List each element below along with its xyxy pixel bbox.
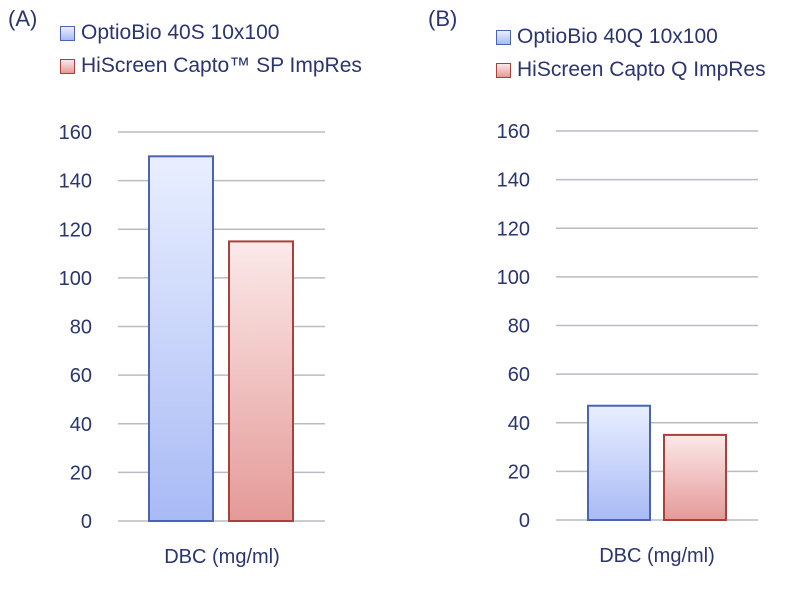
y-tick-label: 60 bbox=[508, 364, 530, 386]
x-axis-label: DBC (mg/ml) bbox=[164, 546, 280, 568]
legend-item: HiScreen Capto Q ImpRes bbox=[496, 55, 766, 85]
y-tick-label: 40 bbox=[70, 414, 92, 436]
legend-item: OptioBio 40Q 10x100 bbox=[496, 22, 766, 52]
chart-panel-a: (A) OptioBio 40S 10x100 HiScreen Capto™ … bbox=[0, 0, 400, 595]
legend-swatch-blue bbox=[496, 29, 511, 45]
chart-plot-a: 0 20 40 60 80 100 120 140 160 DBC (mg/ml) bbox=[59, 122, 325, 568]
chart-panel-b: (B) OptioBio 40Q 10x100 HiScreen Capto Q… bbox=[420, 0, 811, 595]
panel-label: (B) bbox=[428, 6, 458, 31]
legend-item: OptioBio 40S 10x100 bbox=[60, 18, 362, 48]
bar bbox=[587, 404, 651, 522]
legend: OptioBio 40S 10x100 HiScreen Capto™ SP I… bbox=[60, 18, 362, 84]
y-tick-label: 40 bbox=[508, 413, 530, 435]
y-tick-label: 120 bbox=[497, 218, 530, 240]
y-tick-label: 20 bbox=[508, 461, 530, 483]
legend-item: HiScreen Capto™ SP ImpRes bbox=[60, 51, 362, 81]
y-tick-label: 160 bbox=[497, 121, 530, 143]
chart-plot-b: 0 20 40 60 80 100 120 140 160 DBC (mg/ml) bbox=[497, 121, 758, 567]
legend-swatch-red bbox=[496, 62, 511, 78]
legend-label: HiScreen Capto Q ImpRes bbox=[517, 58, 766, 81]
legend-label: HiScreen Capto™ SP ImpRes bbox=[81, 54, 362, 77]
y-tick-label: 140 bbox=[59, 171, 92, 193]
y-tick-label: 0 bbox=[81, 511, 92, 533]
y-tick-label: 60 bbox=[70, 365, 92, 387]
y-tick-label: 140 bbox=[497, 170, 530, 192]
y-tick-label: 120 bbox=[59, 219, 92, 241]
bar bbox=[228, 240, 294, 522]
y-tick-label: 100 bbox=[59, 268, 92, 290]
y-tick-label: 100 bbox=[497, 267, 530, 289]
x-axis-label: DBC (mg/ml) bbox=[599, 545, 715, 567]
legend: OptioBio 40Q 10x100 HiScreen Capto Q Imp… bbox=[496, 22, 766, 88]
y-tick-label: 160 bbox=[59, 122, 92, 144]
y-tick-label: 20 bbox=[70, 462, 92, 484]
bar bbox=[148, 155, 214, 522]
bar bbox=[663, 433, 727, 521]
legend-label: OptioBio 40S 10x100 bbox=[81, 21, 280, 44]
legend-swatch-blue bbox=[60, 25, 75, 41]
y-tick-label: 80 bbox=[508, 316, 530, 338]
y-tick-label: 80 bbox=[70, 317, 92, 339]
panel-label: (A) bbox=[8, 6, 38, 31]
legend-swatch-red bbox=[60, 58, 75, 74]
y-tick-label: 0 bbox=[519, 510, 530, 532]
legend-label: OptioBio 40Q 10x100 bbox=[517, 25, 718, 48]
